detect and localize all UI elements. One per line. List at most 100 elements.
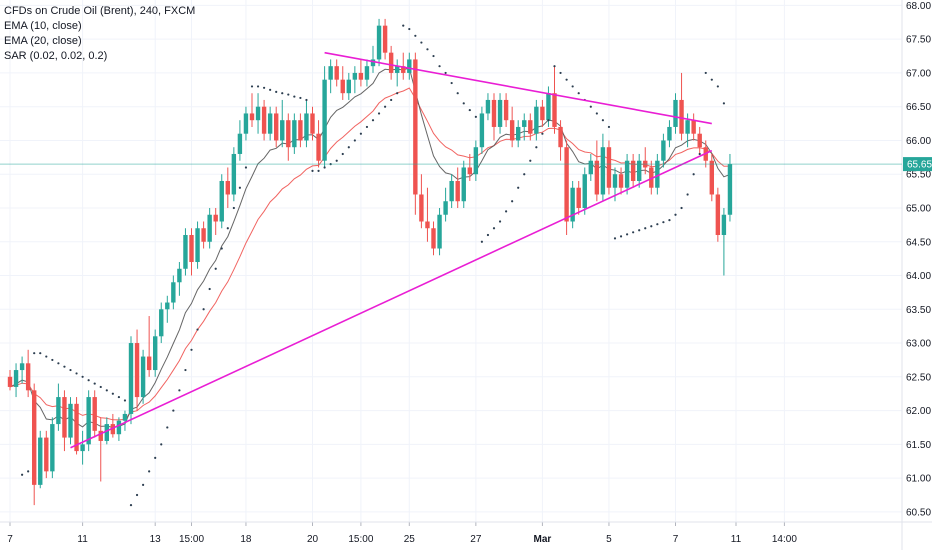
sar-dot — [323, 166, 326, 169]
sar-dot — [135, 493, 139, 497]
candle-body — [207, 214, 212, 242]
candle-body — [134, 343, 140, 398]
sar-dot — [698, 152, 701, 156]
time-axis[interactable]: 7 11 13 15:00 18 20 15:00 25 27 Mar 5 7 11 14:00 — [0, 521, 932, 545]
candle-body — [32, 390, 37, 485]
sar-dot — [674, 213, 677, 216]
sar-dot — [359, 132, 362, 135]
candle-body — [225, 180, 230, 195]
sar-dot — [607, 125, 611, 129]
candle-body — [68, 403, 73, 438]
sar-dot — [87, 379, 90, 382]
sar-dot — [93, 382, 96, 385]
trendlines[interactable] — [70, 51, 713, 449]
candle-body — [195, 228, 200, 263]
sar-dot — [613, 237, 617, 240]
candle-body — [370, 59, 376, 67]
candle-body — [322, 79, 327, 161]
candle-body — [310, 113, 315, 134]
x-tick-label: 20 — [307, 534, 319, 545]
candle-body — [280, 120, 285, 141]
candle-body — [110, 424, 116, 435]
sar-dot — [571, 85, 574, 88]
x-tick-label: 7 — [7, 534, 13, 545]
sar-dot — [184, 368, 187, 372]
sar-dot — [480, 240, 483, 243]
candle-body — [304, 113, 309, 141]
candle-body — [715, 194, 721, 236]
candle-body — [443, 201, 448, 215]
sar-dot — [710, 78, 713, 81]
x-tick-label: 27 — [470, 534, 482, 545]
candle-body — [503, 99, 509, 121]
candle-body — [721, 214, 727, 236]
ema20-legend[interactable]: EMA (20, close) — [4, 35, 82, 47]
sar-dot — [444, 71, 447, 75]
sar-legend[interactable]: SAR (0.02, 0.02, 0.2) — [4, 50, 108, 62]
sar-dot — [474, 115, 477, 118]
candle-body — [449, 180, 454, 202]
sar-dot — [468, 108, 471, 112]
sar-dot — [202, 308, 205, 311]
sar-dot — [638, 229, 641, 232]
grid — [0, 0, 902, 522]
sar-dot — [214, 267, 217, 270]
candle-body — [340, 79, 345, 94]
candle-body — [431, 228, 436, 249]
x-tick-label: 5 — [606, 534, 612, 545]
candle-body — [153, 336, 158, 371]
sar-dot — [347, 146, 350, 149]
sar-dot — [523, 173, 526, 176]
candle-body — [358, 72, 364, 80]
candle-body — [146, 356, 152, 371]
sar-dot — [450, 81, 453, 85]
sar-dot — [178, 389, 181, 392]
candle-body — [261, 106, 267, 134]
x-tick-label: 11 — [77, 534, 88, 545]
candle-body — [334, 66, 339, 80]
sar-dot — [148, 470, 151, 473]
candle-body — [382, 25, 388, 53]
sar-dot — [129, 504, 133, 507]
sar-dot — [190, 348, 193, 351]
candle-body — [44, 437, 49, 472]
candle-body — [479, 113, 485, 148]
ema10-line — [9, 67, 731, 429]
candle-body — [552, 93, 557, 127]
sar-dot — [384, 105, 387, 108]
candle-body — [540, 106, 545, 121]
sar-dot — [486, 233, 490, 237]
candle-body — [177, 268, 182, 283]
sar-dot — [51, 358, 54, 362]
sar-dot — [396, 92, 399, 95]
sar-dot — [390, 98, 393, 102]
candle-body — [522, 120, 527, 127]
x-tick-label: 25 — [404, 534, 416, 545]
candle-body — [140, 356, 146, 398]
sar-dot — [142, 483, 145, 486]
candle-body — [159, 309, 164, 337]
sar-dot — [166, 426, 169, 429]
sar-dot — [626, 233, 629, 236]
sar-dot — [353, 139, 356, 142]
sar-dot — [601, 119, 605, 122]
x-tick-label: Mar — [534, 534, 552, 545]
candle-body — [582, 174, 587, 208]
sar-dot — [492, 227, 496, 230]
candle-body — [437, 214, 442, 249]
candle-body — [219, 180, 224, 222]
symbol-title[interactable]: CFDs on Crude Oil (Brent), 240, FXCM — [4, 5, 196, 17]
sar-dot — [269, 88, 272, 91]
candle-body — [570, 187, 575, 222]
candle-body — [594, 160, 600, 195]
ema10-legend[interactable]: EMA (10, close) — [4, 20, 82, 32]
x-tick-label: 14:00 — [772, 534, 797, 545]
sar-dot — [656, 223, 659, 226]
sar-dot — [692, 173, 695, 176]
candle-body — [104, 424, 109, 441]
candle-body — [50, 424, 55, 472]
candle-body — [62, 397, 67, 438]
sar-dot — [299, 96, 302, 100]
